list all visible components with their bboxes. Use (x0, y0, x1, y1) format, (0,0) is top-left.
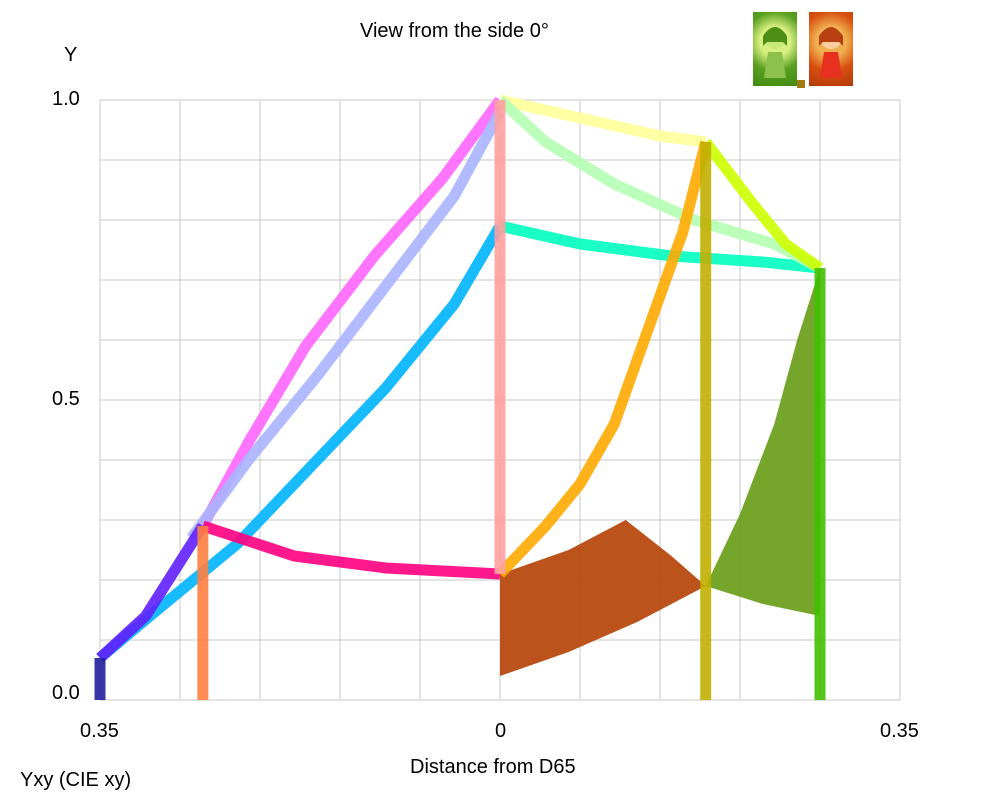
plot-area (94, 94, 826, 700)
series-line (496, 95, 823, 273)
series-line (96, 223, 505, 663)
character-thumbnail-red (809, 12, 853, 86)
separator-marker (797, 80, 805, 88)
x-tick-label: 0 (495, 720, 507, 742)
series-line (201, 520, 501, 580)
gamut-surface (705, 268, 820, 616)
gamut-surface (500, 520, 706, 676)
x-tick-label: 0.35 (880, 720, 919, 742)
x-tick-label: 0.35 (80, 720, 119, 742)
character-icon (763, 27, 787, 78)
color-space-label: Yxy (CIE xy) (20, 769, 132, 791)
series-line (498, 94, 707, 148)
x-axis-label: Distance from D65 (410, 756, 576, 778)
y-tick-label: 0.5 (52, 388, 80, 410)
y-axis-label: Y (64, 44, 78, 66)
series-line (96, 523, 208, 663)
y-tick-label: 1.0 (52, 88, 80, 110)
series-line (496, 140, 712, 578)
series-line (198, 96, 505, 529)
y-tick-label: 0.0 (52, 682, 80, 704)
series-line (186, 109, 505, 542)
chart-title: View from the side 0° (360, 20, 549, 42)
character-icon (819, 27, 843, 78)
character-thumbnail-green (753, 12, 797, 86)
series-line (701, 138, 824, 273)
